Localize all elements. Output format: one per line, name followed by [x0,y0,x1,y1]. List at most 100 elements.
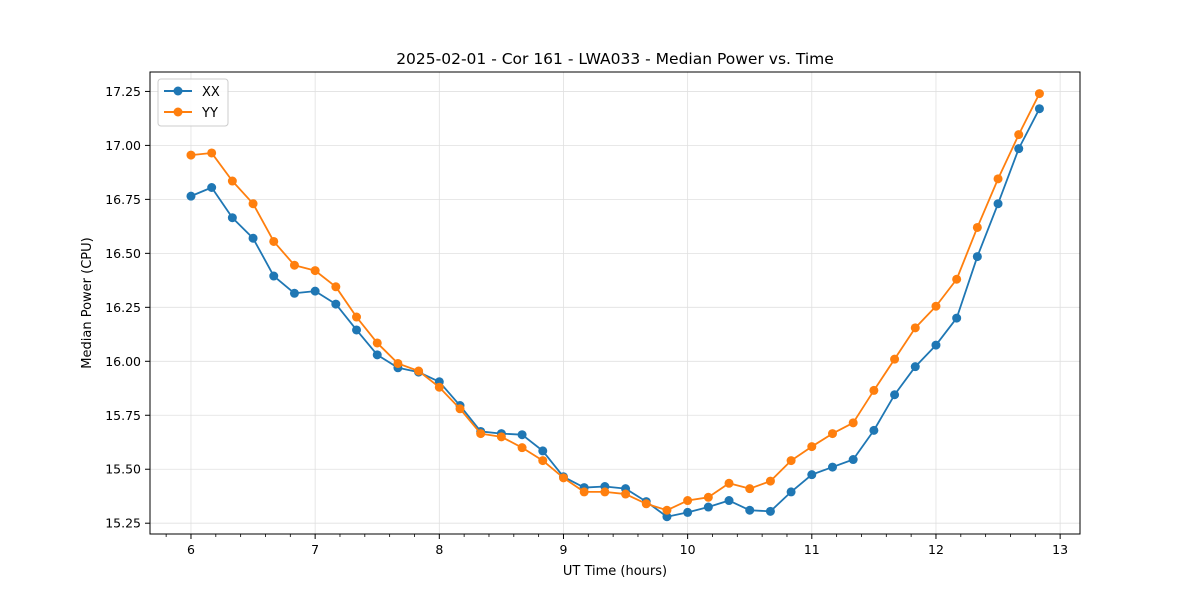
y-tick-label: 15.25 [105,516,141,531]
data-point-xx [828,462,838,472]
x-tick-label: 6 [187,542,195,557]
y-tick-label: 17.00 [105,138,141,153]
x-tick-label: 10 [680,542,696,557]
data-point-xx [993,199,1003,209]
data-point-yy [910,323,920,333]
data-point-yy [848,418,858,428]
data-point-xx [662,512,672,522]
data-point-yy [227,176,237,186]
data-point-xx [289,288,299,298]
data-point-yy [517,443,527,453]
legend: XX YY [157,78,229,127]
data-point-yy [393,358,403,368]
data-point-yy [352,312,362,322]
data-point-xx [310,286,320,296]
data-point-yy [745,484,755,494]
x-tick-label: 7 [311,542,319,557]
data-point-xx [1014,144,1024,154]
legend-label-yy: YY [201,106,218,121]
data-point-xx [331,299,341,309]
y-tick-label: 15.50 [105,462,141,477]
data-point-yy [496,432,506,442]
data-point-yy [538,456,548,466]
data-point-xx [517,430,527,440]
data-point-xx [745,505,755,515]
data-point-yy [558,473,568,483]
data-point-xx [207,183,217,192]
data-point-yy [890,354,900,364]
y-axis-label: Median Power (CPU) [80,237,95,368]
data-point-yy [310,266,320,276]
series-layer [186,89,1044,522]
data-point-yy [972,222,982,232]
x-tick-label: 12 [928,542,944,557]
data-point-xx [724,496,734,506]
data-point-yy [186,150,196,160]
data-point-yy [248,199,258,209]
data-point-yy [579,487,589,497]
grid-layer [150,72,1080,534]
x-tick-label: 11 [804,542,820,557]
data-point-xx [807,470,817,480]
data-point-xx [848,455,858,465]
data-point-yy [269,236,279,246]
data-point-yy [807,442,817,452]
data-point-xx [372,350,382,360]
y-tick-label: 16.75 [105,192,141,207]
legend-marker-yy [173,107,183,117]
data-point-yy [703,492,713,502]
data-point-yy [993,174,1003,184]
data-point-yy [765,476,775,486]
data-point-xx [869,425,879,435]
y-tick-label: 16.50 [105,246,141,261]
data-point-yy [1014,130,1024,140]
data-point-yy [476,429,486,439]
data-point-xx [972,252,982,262]
data-point-yy [372,338,382,348]
data-point-yy [724,478,734,488]
data-point-xx [1034,104,1044,114]
y-tick-label: 15.75 [105,408,141,423]
legend-label-xx: XX [202,85,220,100]
data-point-yy [331,282,341,292]
data-point-xx [703,502,713,512]
data-point-xx [538,446,548,456]
y-tick-label: 16.00 [105,354,141,369]
data-point-yy [600,487,610,497]
data-point-xx [890,390,900,400]
data-point-xx [352,325,362,335]
data-point-xx [186,191,196,201]
x-axis-label: UT Time (hours) [563,564,667,579]
y-tick-label: 17.25 [105,84,141,99]
data-point-xx [227,213,237,223]
data-point-yy [662,505,672,515]
legend-marker-xx [173,86,183,96]
data-point-xx [931,340,941,350]
y-tick-label: 16.25 [105,300,141,315]
data-point-yy [455,404,465,414]
data-point-yy [952,274,962,284]
data-point-yy [869,385,879,395]
x-tick-label: 13 [1052,542,1068,557]
plot-frame [149,71,1081,535]
data-point-xx [786,487,796,497]
data-point-xx [765,506,775,516]
data-point-xx [683,507,693,517]
data-point-yy [414,366,424,376]
x-tick-label: 9 [559,542,567,557]
data-point-yy [207,148,217,158]
data-point-yy [289,260,299,270]
data-point-xx [248,233,258,243]
data-point-yy [683,496,693,506]
data-point-xx [952,313,962,323]
data-point-yy [828,429,838,439]
data-point-yy [641,499,651,509]
data-point-yy [434,382,444,392]
x-tick-label: 8 [435,542,443,557]
data-point-xx [269,271,279,281]
chart-title: 2025-02-01 - Cor 161 - LWA033 - Median P… [396,50,834,68]
data-point-xx [910,362,920,372]
data-point-yy [621,489,631,499]
data-point-yy [931,301,941,311]
